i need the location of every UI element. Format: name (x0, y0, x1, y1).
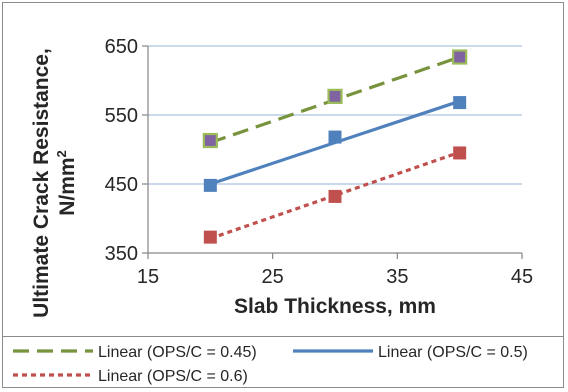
axis-layer (142, 45, 523, 259)
y-tick-label-1: 450 (105, 174, 138, 196)
y-axis-title-line1: Ultimate Crack Resistance, (30, 48, 53, 318)
legend-item-series-1: Linear (OPS/C = 0.45) (13, 344, 257, 361)
legend-divider (2, 336, 564, 337)
legend-label-series-3: Linear (OPS/C = 0.6) (98, 368, 248, 385)
marker-series-1-point-1 (202, 132, 218, 149)
y-tick-label-0: 350 (105, 243, 138, 265)
y-axis-unit-superscript: 2 (54, 150, 69, 157)
y-tick-label-2: 550 (105, 105, 138, 127)
legend: Linear (OPS/C = 0.45) Linear (OPS/C = 0.… (13, 344, 528, 385)
marker-series-2-point-3 (453, 96, 467, 110)
y-axis-title-line2: N/mm2 (54, 150, 79, 216)
x-tick-label-2: 35 (386, 266, 408, 288)
tick-labels: 350 450 550 650 15 25 35 45 (105, 36, 534, 288)
legend-item-series-3: Linear (OPS/C = 0.6) (13, 368, 248, 385)
series-2 (203, 96, 467, 192)
y-axis-title: Ultimate Crack Resistance, N/mm2 (30, 48, 79, 318)
marker-series-1-point-2 (327, 88, 343, 104)
legend-label-series-1: Linear (OPS/C = 0.45) (98, 344, 257, 361)
chart-frame (2, 2, 564, 388)
y-axis-unit: N/mm (56, 157, 79, 215)
series-layer (202, 49, 468, 244)
x-tick-label-3: 45 (511, 266, 533, 288)
marker-series-3-point-2 (328, 189, 342, 203)
grid-layer (148, 45, 522, 185)
series-3 (203, 146, 467, 244)
trendline-series-3 (209, 150, 461, 241)
legend-item-series-2: Linear (OPS/C = 0.5) (293, 344, 528, 361)
marker-series-3-point-3 (453, 146, 467, 160)
x-axis-title: Slab Thickness, mm (234, 295, 436, 318)
x-tick-label-1: 25 (262, 266, 284, 288)
legend-label-series-2: Linear (OPS/C = 0.5) (378, 344, 528, 361)
marker-series-1-point-3 (452, 49, 468, 65)
x-tick-label-0: 15 (137, 266, 159, 288)
series-1 (202, 49, 468, 149)
marker-series-2-point-1 (203, 178, 217, 192)
marker-series-3-point-1 (203, 230, 217, 244)
y-tick-label-3: 650 (105, 36, 138, 58)
marker-series-2-point-2 (328, 130, 342, 144)
